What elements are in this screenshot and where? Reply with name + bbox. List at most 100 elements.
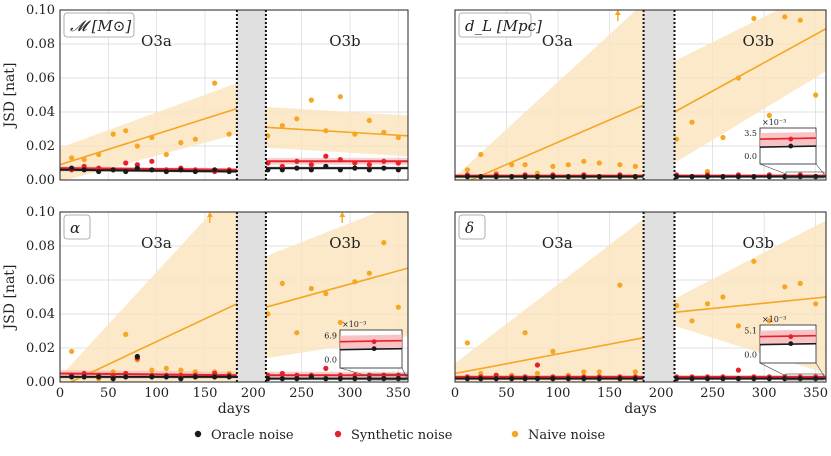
- data-point: [813, 92, 819, 98]
- x-tick-label: 50: [100, 386, 117, 401]
- data-point: [69, 155, 75, 161]
- inset-source-box: [785, 171, 825, 179]
- data-point: [766, 174, 772, 180]
- data-point: [550, 376, 556, 382]
- data-point: [308, 285, 314, 292]
- data-point: [279, 167, 285, 173]
- x-tick-label: 350: [803, 386, 828, 401]
- param-label-box: [63, 12, 135, 38]
- data-point: [534, 174, 541, 180]
- data-point: [534, 376, 541, 382]
- data-point: [632, 163, 638, 169]
- panel-frame: [59, 211, 409, 383]
- period-label-o3a: O3a: [542, 32, 573, 50]
- data-point: [735, 75, 742, 81]
- data-point: [464, 167, 470, 173]
- data-point: [81, 374, 87, 380]
- confidence-band: [674, 10, 826, 163]
- plot-body: [60, 80, 408, 180]
- data-point: [617, 282, 623, 288]
- data-point: [751, 174, 757, 180]
- inset-fit-line: [339, 339, 403, 343]
- data-point: [81, 167, 87, 173]
- data-point: [163, 365, 169, 371]
- y-tick-label: 0.06: [26, 273, 55, 288]
- data-point: [704, 301, 711, 307]
- data-point: [581, 369, 587, 375]
- inset-point: [371, 339, 377, 345]
- inset-fit-line: [339, 347, 403, 351]
- confidence-band: [60, 83, 237, 180]
- data-point: [766, 112, 772, 118]
- data-point: [782, 376, 788, 382]
- inset-tick-label: 0.0: [744, 152, 757, 161]
- data-point: [123, 168, 129, 175]
- data-point: [464, 340, 470, 346]
- inset-fit-line: [759, 334, 817, 338]
- data-point: [352, 376, 358, 382]
- data-point: [110, 376, 116, 382]
- inset-fit-line: [759, 137, 817, 140]
- data-point: [212, 374, 218, 380]
- legend-label: Oracle noise: [211, 428, 294, 443]
- data-point: [550, 163, 556, 169]
- data-point: [522, 162, 528, 168]
- data-point: [751, 258, 757, 264]
- data-point: [110, 167, 116, 173]
- plot-body: [60, 212, 408, 382]
- data-point: [704, 174, 711, 180]
- data-point: [352, 131, 358, 137]
- run-gap: [236, 212, 266, 382]
- data-point: [464, 376, 470, 382]
- inset-tick-label: 0.0: [744, 351, 757, 360]
- y-axis-label: JSD [nat]: [2, 63, 18, 130]
- data-point: [226, 168, 232, 175]
- legend-label: Naive noise: [528, 428, 605, 443]
- data-point: [735, 367, 742, 373]
- data-point: [381, 376, 387, 382]
- offscale-arrowhead: [206, 212, 213, 217]
- y-tick-label: 0.10: [26, 3, 55, 18]
- data-point: [123, 331, 129, 337]
- data-point: [522, 330, 528, 336]
- inset-exponent: ×10⁻³: [342, 320, 366, 329]
- offscale-arrowhead: [339, 212, 346, 217]
- plot-body: [455, 10, 826, 180]
- data-point: [735, 376, 742, 382]
- confidence-band: [265, 212, 408, 359]
- period-label-o3b: O3b: [743, 32, 774, 50]
- data-point: [509, 174, 515, 180]
- data-point: [337, 376, 343, 382]
- data-point: [689, 376, 695, 382]
- data-point: [689, 318, 695, 324]
- data-point: [395, 160, 401, 166]
- data-point: [279, 280, 285, 286]
- data-point: [797, 280, 803, 286]
- param-label-box: [63, 214, 91, 240]
- data-point: [617, 376, 623, 382]
- data-point: [381, 129, 387, 135]
- data-point: [308, 167, 314, 173]
- data-point: [178, 376, 184, 382]
- fit-line: [455, 337, 644, 375]
- data-point: [766, 318, 772, 324]
- confidence-band: [455, 218, 644, 382]
- data-point: [96, 168, 102, 175]
- x-tick-label: 300: [752, 386, 777, 401]
- inset-tick-label: 5.1: [744, 327, 757, 336]
- data-point: [617, 174, 623, 180]
- zoom-inset: ×10⁻³ 6.9 0.0: [324, 320, 407, 381]
- data-point: [192, 136, 198, 142]
- data-point: [123, 374, 129, 380]
- data-point: [294, 330, 300, 336]
- inset-tick-label: 6.9: [324, 332, 337, 341]
- data-point: [813, 301, 819, 307]
- legend-marker: [511, 430, 519, 438]
- x-axis-label: days: [624, 401, 656, 417]
- y-tick-label: 0.06: [26, 71, 55, 86]
- fit-line: [60, 372, 237, 377]
- data-point: [632, 376, 638, 382]
- x-tick-label: 100: [546, 386, 571, 401]
- fit-line: [60, 168, 237, 173]
